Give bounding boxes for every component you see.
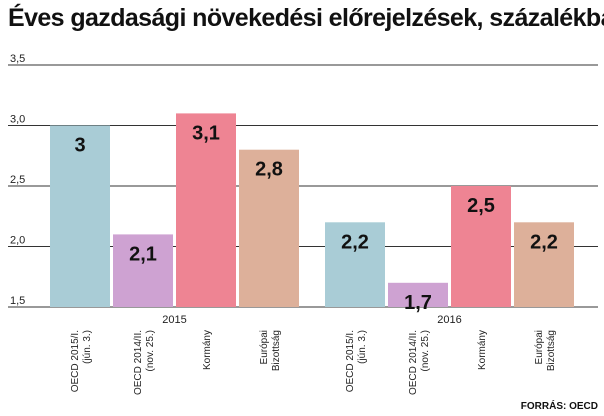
category-label: OECD 2014/II.(nov. 25.) [133, 330, 156, 395]
bar [325, 222, 385, 307]
data-label: 2,1 [129, 243, 157, 265]
source-note: FORRÁS: OECD [520, 401, 598, 412]
y-tick-label: 3,0 [10, 114, 25, 126]
chart-title: Éves gazdasági növekedési előrejelzések,… [8, 4, 604, 32]
bar [176, 113, 236, 308]
category-label: EurópaiBizottság [534, 330, 557, 371]
category-label: OECD 2015/I.(jún. 3.) [70, 330, 93, 392]
y-tick-label: 2,5 [10, 174, 25, 186]
group-label: 2016 [437, 314, 461, 326]
bar [514, 222, 574, 307]
value-labels: 3 2,1 3,1 2,8 2,2 1,7 2,5 2,2 [74, 122, 557, 313]
axis-labels: 3,5 3,0 2,5 2,0 1,5 OECD 2015/I.(jún. 3.) OECD… [10, 53, 557, 395]
data-label: 2,8 [255, 159, 283, 181]
data-label: 2,2 [341, 231, 369, 253]
bar [388, 282, 448, 307]
bar [113, 234, 173, 307]
bars [50, 113, 574, 308]
bar [239, 149, 299, 307]
y-tick-label: 2,0 [10, 235, 25, 247]
category-label: OECD 2015/I.(jún. 3.) [345, 330, 368, 392]
data-label: 2,2 [530, 231, 558, 253]
category-label: OECD 2014/II.(nov. 25.) [408, 330, 431, 395]
bar [451, 186, 511, 307]
y-tick-label: 1,5 [10, 295, 25, 307]
data-label: 3 [74, 135, 85, 157]
category-label: Kormány [477, 330, 488, 370]
category-label: Kormány [202, 330, 213, 370]
category-label: EurópaiBizottság [259, 330, 282, 371]
data-label: 1,7 [404, 292, 432, 314]
data-label: 2,5 [467, 195, 495, 217]
group-label: 2015 [162, 314, 186, 326]
y-tick-label: 3,5 [10, 53, 25, 65]
data-label: 3,1 [192, 122, 220, 144]
bar [50, 125, 110, 307]
